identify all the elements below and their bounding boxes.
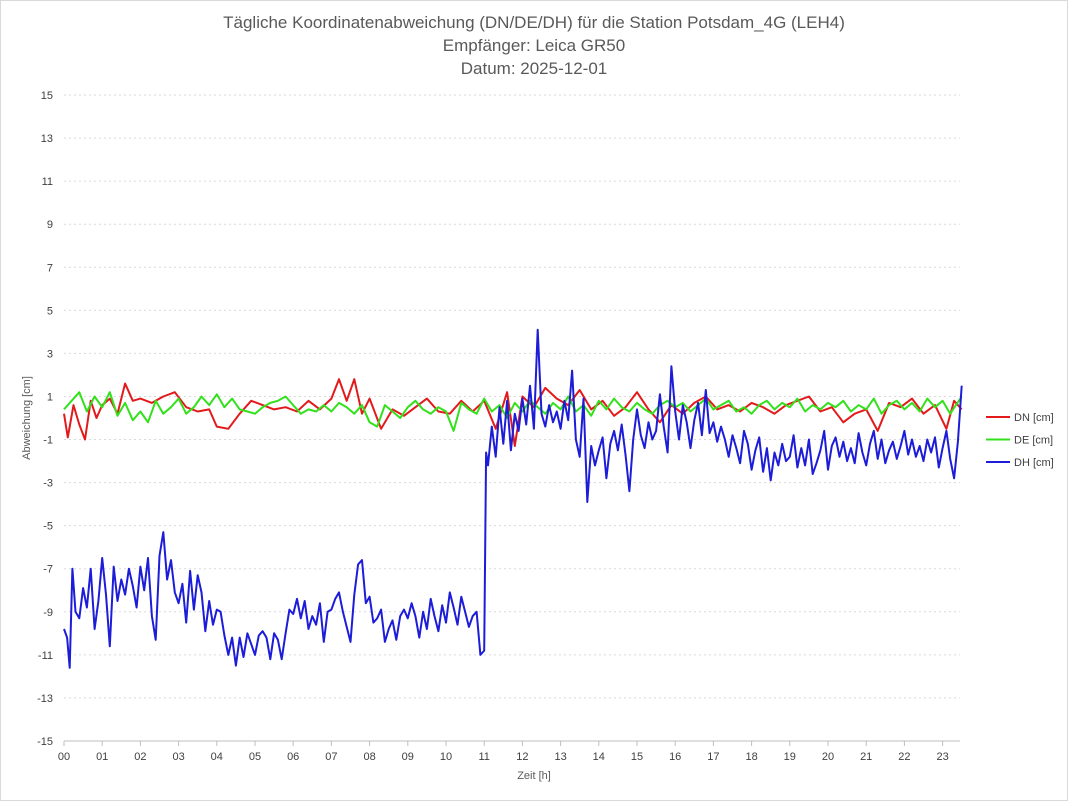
x-axis: 00 01 02 03 04 05 06 07 08 09 10 11 12 13 14 15 16 17 18 19… — [58, 740, 960, 763]
x-tick-label: 10 — [440, 751, 452, 763]
x-tick-label: 05 — [249, 751, 261, 763]
y-tick-label: 7 — [47, 262, 53, 274]
x-tick-label: 17 — [707, 751, 719, 763]
legend-label: DN [cm] — [1014, 412, 1054, 424]
x-axis-title: Zeit [h] — [517, 770, 551, 782]
x-tick-label: 09 — [402, 751, 414, 763]
x-tick-label: 02 — [134, 751, 146, 763]
x-tick-label: 23 — [936, 751, 948, 763]
series-line-dn — [63, 378, 963, 447]
y-tick-label: -1 — [43, 435, 53, 447]
x-tick-label: 01 — [96, 751, 108, 763]
y-tick-label: 9 — [47, 219, 53, 231]
title-line-1: Tägliche Koordinatenabweichung (DN/DE/DH… — [223, 13, 845, 32]
x-tick-label: 14 — [593, 751, 605, 763]
title-line-3: Datum: 2025-12-01 — [461, 59, 607, 78]
series-line-de — [63, 391, 963, 432]
x-tick-label: 18 — [745, 751, 757, 763]
y-axis-title: Abweichung [cm] — [21, 376, 33, 460]
y-tick-label: -15 — [37, 736, 53, 748]
x-tick-label: 19 — [784, 751, 796, 763]
y-tick-label: 15 — [41, 90, 53, 102]
x-tick-label: 00 — [58, 751, 70, 763]
legend-label: DH [cm] — [1014, 457, 1054, 469]
x-tick-label: 08 — [363, 751, 375, 763]
y-tick-label: -3 — [43, 478, 53, 490]
x-tick-label: 13 — [554, 751, 566, 763]
y-tick-label: -7 — [43, 564, 53, 576]
y-tick-label: -5 — [43, 521, 53, 533]
x-tick-label: 21 — [860, 751, 872, 763]
series-lines — [63, 328, 963, 669]
y-tick-label: 13 — [41, 133, 53, 145]
x-tick-label: 22 — [898, 751, 910, 763]
y-tick-label: 11 — [42, 176, 53, 188]
legend-label: DE [cm] — [1014, 435, 1053, 447]
chart-title: Tägliche Koordinatenabweichung (DN/DE/DH… — [223, 13, 845, 78]
title-line-2: Empfänger: Leica GR50 — [443, 36, 625, 55]
series-line-dh — [63, 328, 963, 669]
x-tick-label: 06 — [287, 751, 299, 763]
y-tick-label: -9 — [43, 607, 53, 619]
gridlines — [64, 94, 960, 742]
y-tick-label: 3 — [47, 348, 53, 360]
y-tick-label: -13 — [37, 693, 53, 705]
x-tick-label: 03 — [172, 751, 184, 763]
y-tick-label: 5 — [47, 305, 53, 317]
x-tick-label: 11 — [478, 751, 489, 763]
legend: DN [cm] DE [cm] DH [cm] — [986, 412, 1054, 469]
x-tick-label: 15 — [631, 751, 643, 763]
x-tick-label: 04 — [211, 751, 223, 763]
x-tick-label: 20 — [822, 751, 834, 763]
x-tick-label: 16 — [669, 751, 681, 763]
y-tick-label: -11 — [38, 650, 53, 662]
y-tick-label: 1 — [47, 391, 53, 403]
x-tick-label: 12 — [516, 751, 528, 763]
x-tick-label: 07 — [325, 751, 337, 763]
